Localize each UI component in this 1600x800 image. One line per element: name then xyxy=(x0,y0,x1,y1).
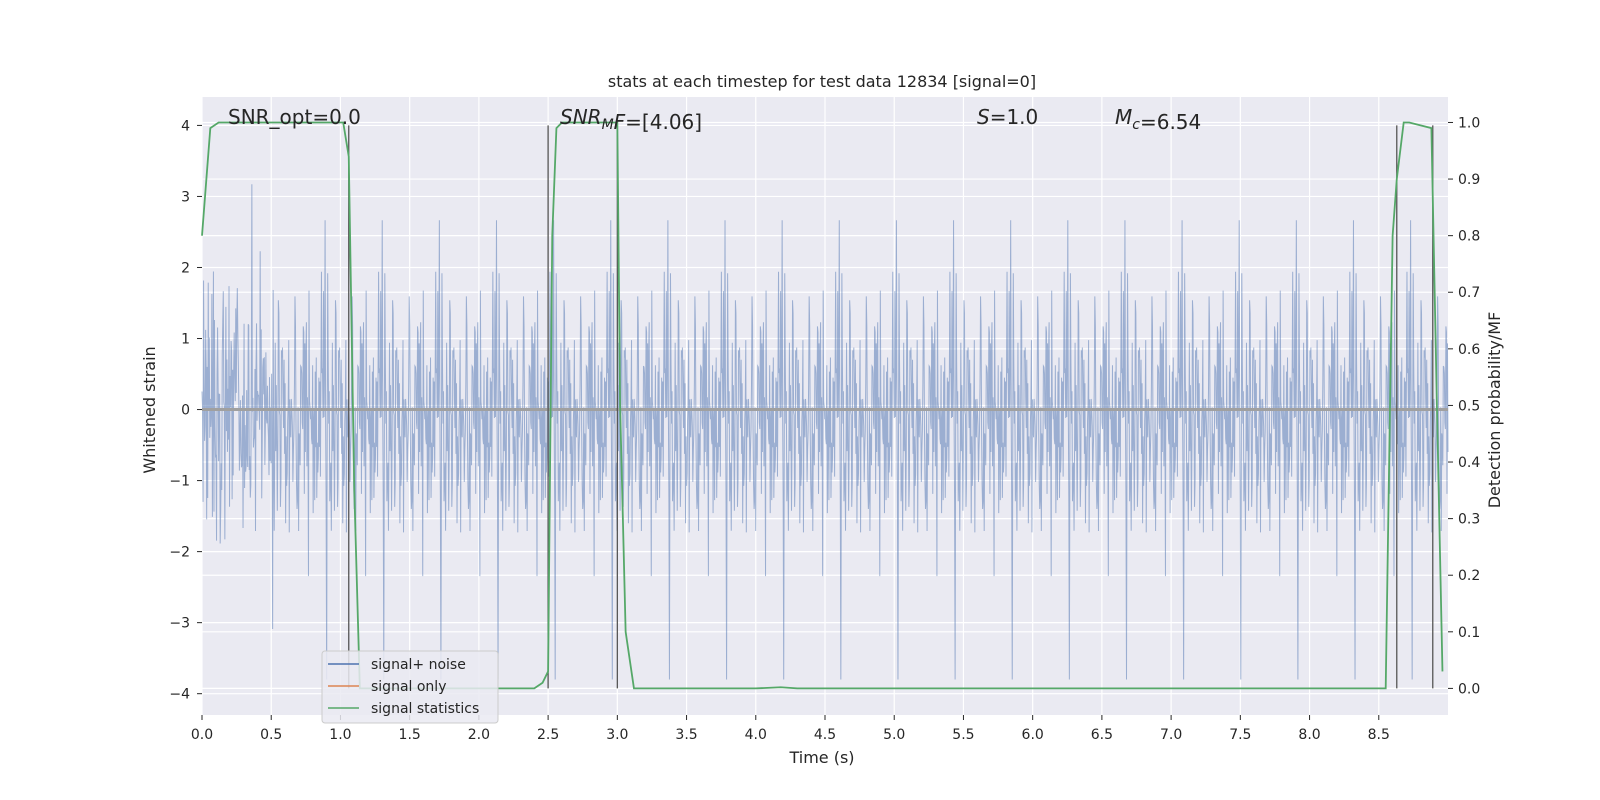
x-axis-label: Time (s) xyxy=(788,748,854,767)
y2-tick-label: 0.1 xyxy=(1458,625,1480,641)
y2-tick-label: 0.0 xyxy=(1458,681,1480,697)
x-tick-label: 4.0 xyxy=(745,727,767,743)
x-tick-label: 6.0 xyxy=(1022,727,1044,743)
y2-tick-label: 0.7 xyxy=(1458,285,1480,301)
legend-label-signal-statistics: signal statistics xyxy=(371,701,479,717)
annotation-snr-opt: SNR_opt=0.0 xyxy=(228,105,361,129)
x-tick-label: 3.0 xyxy=(606,727,628,743)
x-tick-label: 3.5 xyxy=(675,727,697,743)
signal-statistics-line xyxy=(201,121,1444,690)
series-signal-noise xyxy=(201,184,1449,680)
y2-tick-label: 0.4 xyxy=(1458,455,1480,471)
annotation-mc-value: Mc=6.54 xyxy=(1115,105,1201,134)
x-tick-label: 0.0 xyxy=(191,727,213,743)
x-tick-label: 7.5 xyxy=(1229,727,1251,743)
y2-axis-ticks: 0.0 0.1 0.2 0.3 0.4 0.5 0.6 0.7 0.8 0.9 1.0 xyxy=(1448,115,1480,697)
x-tick-label: 4.5 xyxy=(814,727,836,743)
x-tick-label: 5.5 xyxy=(952,727,974,743)
legend-label-signal-noise: signal+ noise xyxy=(371,657,466,673)
chart-title: stats at each timestep for test data 128… xyxy=(608,72,1036,91)
y-tick-label: 1 xyxy=(181,332,190,348)
y2-tick-label: 0.6 xyxy=(1458,342,1480,358)
legend: signal+ noise signal only signal statist… xyxy=(321,650,499,724)
y-tick-label: −2 xyxy=(169,545,190,561)
y-axis-label: Whitened strain xyxy=(140,346,159,473)
x-tick-label: 1.5 xyxy=(399,727,421,743)
y2-tick-label: 0.3 xyxy=(1458,512,1480,528)
y-tick-label: −3 xyxy=(169,616,190,632)
y2-tick-label: 0.9 xyxy=(1458,172,1480,188)
legend-label-signal-only: signal only xyxy=(371,679,446,695)
y2-axis-label: Detection probability/MF xyxy=(1485,312,1504,509)
y-tick-label: 4 xyxy=(181,118,190,134)
annotation-snr-mf: SNRMF=[4.06] xyxy=(560,105,702,134)
x-tick-label: 5.0 xyxy=(883,727,905,743)
x-tick-label: 2.0 xyxy=(468,727,490,743)
x-tick-label: 8.5 xyxy=(1368,727,1390,743)
x-tick-label: 2.5 xyxy=(537,727,559,743)
x-axis-ticks: 0.0 0.5 1.0 1.5 2.0 2.5 3.0 3.5 4.0 4.5 5.0 5.5 6.0 6… xyxy=(191,715,1390,743)
y-tick-label: −4 xyxy=(169,687,190,703)
x-tick-label: 7.0 xyxy=(1160,727,1182,743)
annotation-s-value: S=1.0 xyxy=(977,105,1038,129)
annotations: SNR_opt=0.0 SNRMF=[4.06] S=1.0 Mc=6.54 xyxy=(228,105,1201,134)
noise-trace xyxy=(201,184,1449,680)
y-tick-label: −1 xyxy=(169,474,190,490)
y-axis-ticks: −4 −3 −2 −1 0 1 2 3 4 xyxy=(169,118,202,703)
x-tick-label: 1.0 xyxy=(329,727,351,743)
series-signal-statistics xyxy=(201,121,1444,690)
y2-tick-label: 0.8 xyxy=(1458,229,1480,245)
y-tick-label: 3 xyxy=(181,189,190,205)
y-tick-label: 0 xyxy=(181,403,190,419)
x-tick-label: 8.0 xyxy=(1298,727,1320,743)
y2-tick-label: 0.5 xyxy=(1458,398,1480,414)
x-tick-label: 0.5 xyxy=(260,727,282,743)
y2-tick-label: 1.0 xyxy=(1458,115,1480,131)
y-tick-label: 2 xyxy=(181,260,190,276)
legend-box xyxy=(321,650,499,724)
x-tick-label: 6.5 xyxy=(1091,727,1113,743)
y2-tick-label: 0.2 xyxy=(1458,568,1480,584)
